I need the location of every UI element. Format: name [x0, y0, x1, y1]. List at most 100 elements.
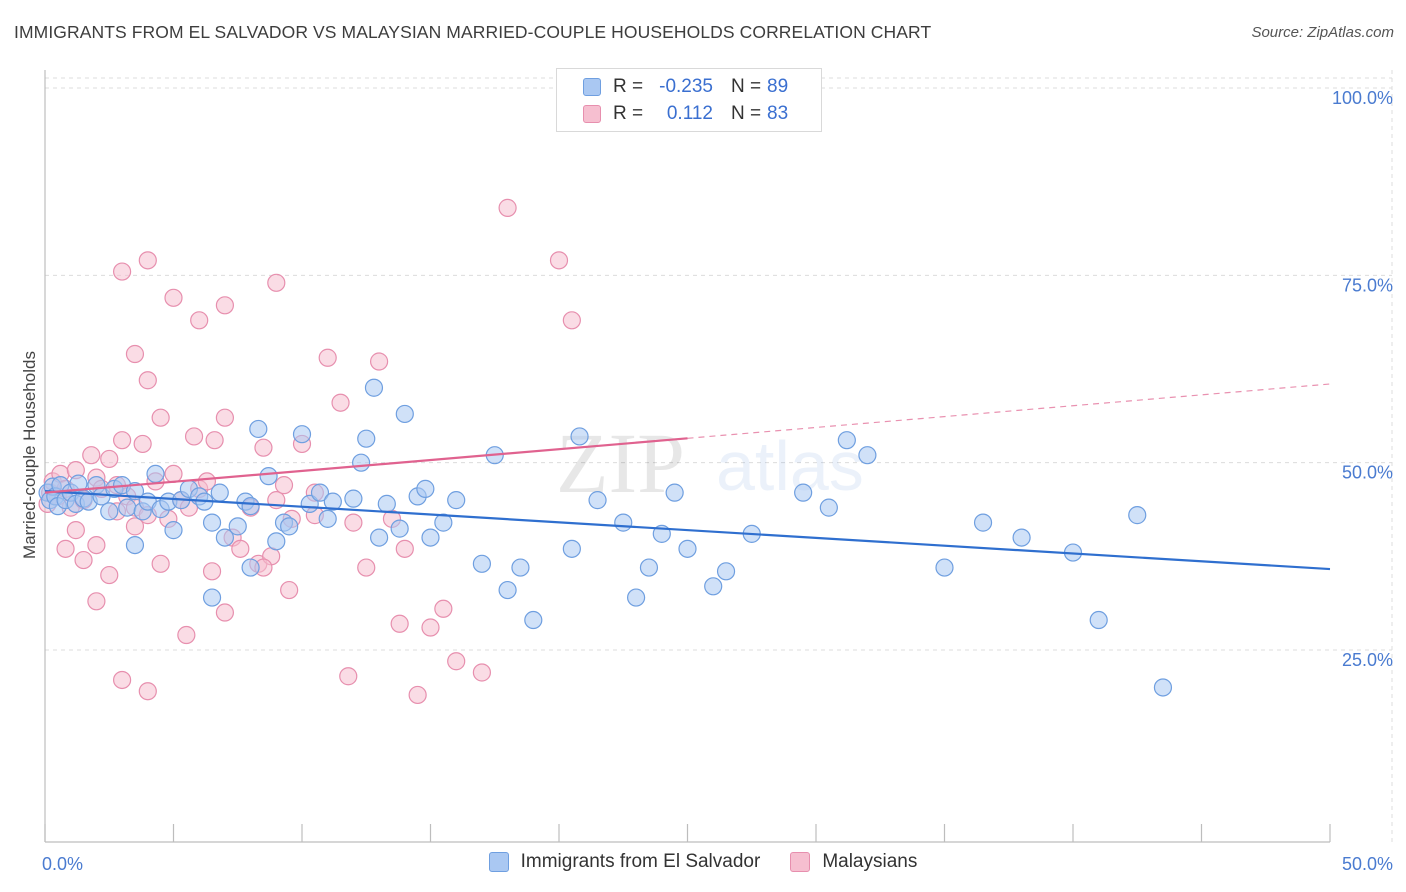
- data-point: [254, 438, 273, 457]
- data-point: [344, 513, 363, 532]
- data-point: [267, 273, 286, 292]
- data-point: [421, 528, 440, 547]
- data-point: [421, 618, 440, 637]
- data-point: [331, 393, 350, 412]
- axes: [44, 70, 1331, 843]
- data-point: [447, 491, 466, 510]
- data-point: [416, 479, 435, 498]
- data-point: [202, 562, 222, 581]
- y-tick-label: 100.0%: [1332, 88, 1393, 108]
- series-legend: Immigrants from El Salvador Malaysians: [0, 851, 1406, 873]
- x-tick-label: 0.0%: [42, 854, 83, 874]
- data-point: [133, 434, 152, 454]
- data-point: [819, 498, 838, 517]
- data-point: [588, 491, 607, 510]
- stats-legend: R = -0.235 N = 89 R = 0.112 N = 83: [556, 68, 822, 132]
- data-point: [370, 528, 389, 547]
- data-point: [100, 502, 119, 521]
- data-point: [665, 483, 684, 502]
- data-point: [1012, 528, 1031, 547]
- legend-item-el-salvador[interactable]: Immigrants from El Salvador: [488, 851, 761, 873]
- blue-swatch: [488, 852, 509, 872]
- legend-row-pink: R = 0.112 N = 83: [583, 102, 788, 126]
- data-point: [205, 431, 224, 450]
- data-point: [935, 558, 954, 577]
- data-point: [202, 588, 222, 607]
- data-point: [202, 513, 222, 532]
- legend-label: Immigrants from El Salvador: [520, 851, 761, 872]
- legend-item-malaysians[interactable]: Malaysians: [790, 851, 917, 873]
- y-tick-label: 50.0%: [1342, 463, 1393, 483]
- legend-row-blue: R = -0.235 N = 89: [583, 75, 788, 99]
- data-point: [146, 464, 165, 484]
- data-point: [858, 446, 877, 465]
- blue-swatch: [583, 78, 601, 96]
- data-point: [434, 513, 453, 532]
- data-point: [377, 494, 396, 513]
- data-point: [524, 610, 543, 630]
- data-point: [215, 408, 234, 427]
- trend-line-el-salvador: [44, 490, 1331, 571]
- r-value: -0.235: [659, 76, 713, 97]
- data-point: [310, 483, 330, 502]
- data-point: [570, 427, 589, 446]
- data-point: [472, 663, 491, 682]
- legend-label: Malaysians: [822, 851, 918, 872]
- data-point: [125, 517, 145, 536]
- data-point: [408, 685, 427, 705]
- data-point: [267, 532, 286, 551]
- data-point: [323, 492, 342, 511]
- data-point: [318, 509, 337, 528]
- data-point: [215, 603, 234, 622]
- data-point: [357, 558, 376, 577]
- x-tick-label: 50.0%: [1342, 854, 1393, 874]
- y-axis-label: Married-couple Households: [20, 351, 39, 559]
- data-point: [100, 565, 119, 585]
- r-value: 0.112: [666, 103, 713, 124]
- n-value: 89: [767, 76, 789, 97]
- data-point: [1128, 506, 1147, 525]
- data-point: [1089, 610, 1108, 630]
- data-point: [138, 371, 157, 390]
- data-point: [210, 483, 229, 502]
- data-point: [562, 539, 581, 558]
- data-point: [549, 251, 569, 270]
- data-point: [177, 625, 196, 645]
- data-point: [151, 554, 170, 573]
- data-point: [190, 311, 209, 330]
- data-point: [614, 513, 633, 532]
- data-point: [164, 521, 183, 540]
- data-point: [837, 431, 856, 450]
- data-point: [704, 577, 723, 596]
- data-point: [318, 348, 337, 367]
- data-point: [164, 288, 183, 307]
- data-point: [794, 483, 813, 502]
- data-point: [125, 344, 145, 364]
- data-point: [197, 472, 217, 491]
- data-point: [228, 517, 247, 536]
- data-point: [112, 262, 132, 281]
- data-point: [87, 535, 106, 555]
- data-point: [241, 497, 260, 516]
- data-point: [280, 517, 299, 536]
- data-point: [215, 296, 234, 315]
- n-value: 83: [767, 103, 789, 124]
- trend-line-malaysians: [44, 437, 688, 494]
- data-point: [364, 378, 384, 397]
- data-point: [434, 599, 453, 618]
- data-point: [241, 558, 260, 577]
- data-point: [215, 528, 234, 547]
- chart-title: IMMIGRANTS FROM EL SALVADOR VS MALAYSIAN…: [14, 22, 932, 42]
- trend-line-malaysians-projected: [687, 383, 1331, 439]
- data-point: [100, 449, 119, 469]
- data-point: [280, 580, 299, 600]
- data-point: [184, 427, 204, 446]
- data-point: [639, 558, 659, 577]
- data-point: [370, 352, 389, 371]
- data-point: [562, 311, 581, 330]
- y-tick-label: 75.0%: [1342, 275, 1393, 295]
- data-point: [395, 539, 414, 558]
- data-point: [339, 667, 358, 686]
- data-point: [56, 539, 75, 558]
